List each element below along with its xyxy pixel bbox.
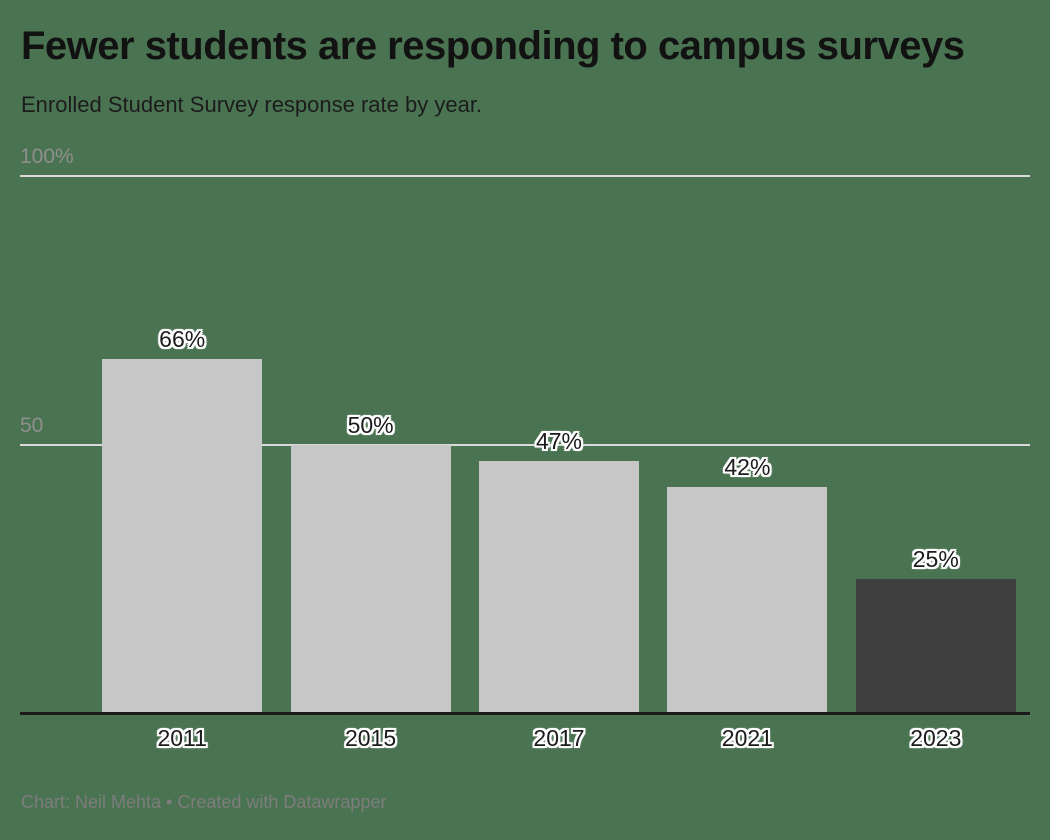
- bar-value-label-2015: 50%: [347, 411, 394, 438]
- chart-footer: Chart: Neil Mehta • Created with Datawra…: [21, 792, 387, 812]
- bar-2011: [102, 358, 263, 713]
- x-axis-tick-2011: 2011: [157, 725, 207, 751]
- x-axis-tick-2023: 2023: [910, 725, 962, 751]
- gridline-100: [20, 175, 1030, 177]
- bar-2017: [479, 460, 639, 713]
- bar-value-label-2011: 66%: [159, 325, 206, 352]
- x-axis-tick-2017: 2017: [533, 725, 585, 751]
- chart-title: Fewer students are responding to campus …: [21, 24, 965, 68]
- y-axis-tick-100: 100%: [20, 145, 74, 168]
- x-axis-baseline: [20, 712, 1030, 715]
- x-axis-tick-2021: 2021: [721, 725, 773, 751]
- y-axis-tick-50: 50: [20, 414, 44, 437]
- bar-value-label-2017: 47%: [535, 427, 583, 454]
- bar-2015: [290, 444, 451, 713]
- bar-value-label-2023: 25%: [912, 545, 959, 572]
- chart-subtitle: Enrolled Student Survey response rate by…: [21, 92, 483, 117]
- x-axis-tick-2015: 2015: [345, 725, 397, 751]
- bar-value-label-2021: 42%: [724, 454, 771, 481]
- bar-2021: [667, 487, 828, 713]
- gridline-50: [20, 444, 1030, 446]
- bar-2023: [855, 578, 1016, 713]
